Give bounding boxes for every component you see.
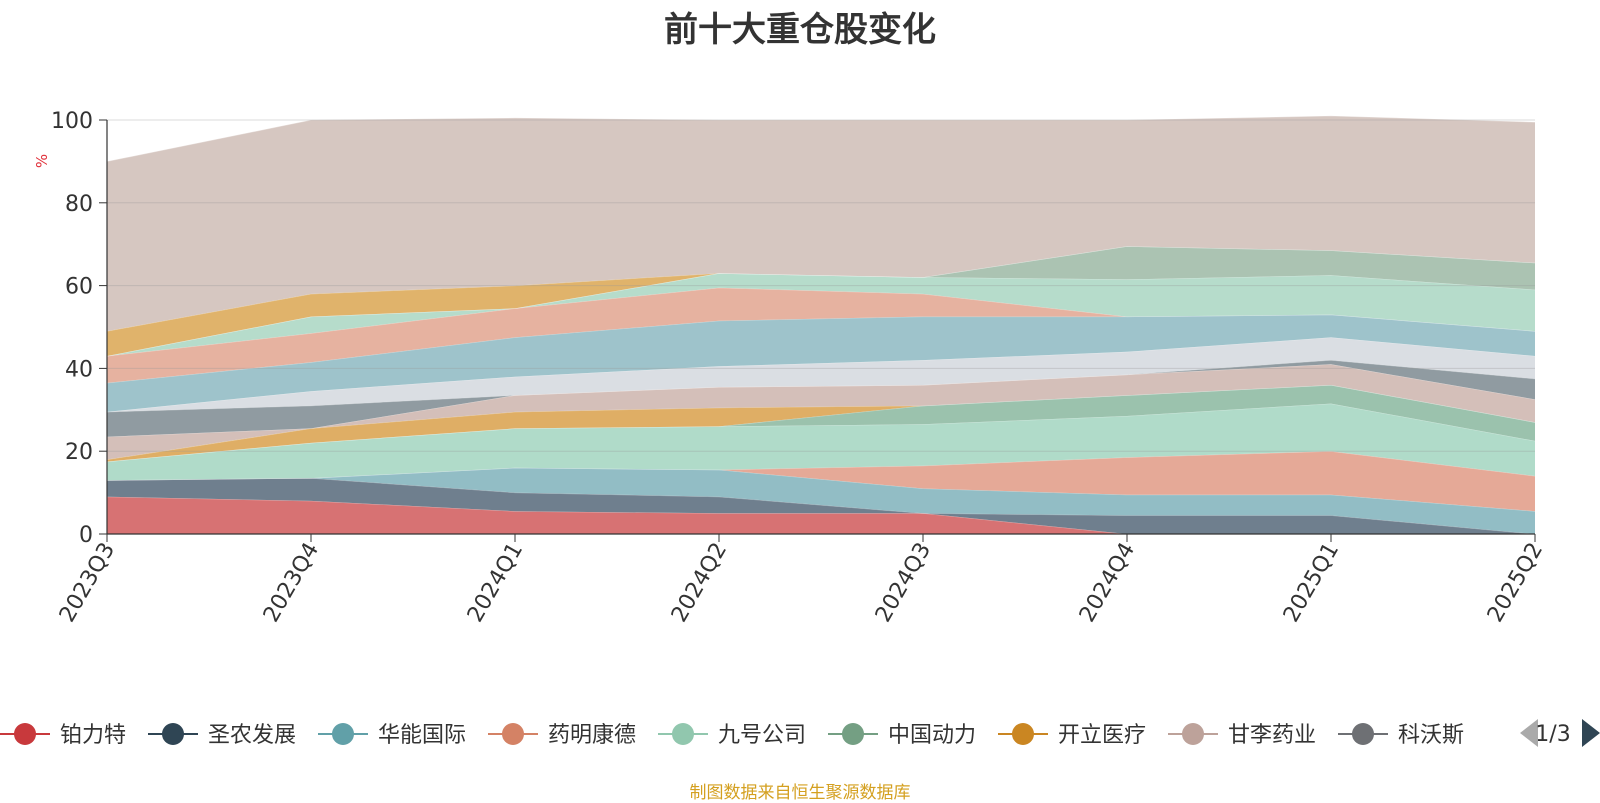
legend-item[interactable]: 圣农发展 xyxy=(148,723,296,748)
y-tick-label: 60 xyxy=(65,275,93,300)
source-note: 制图数据来自恒生聚源数据库 xyxy=(689,783,911,803)
x-tick-label: 2024Q3 xyxy=(871,539,936,627)
x-tick-label: 2023Q4 xyxy=(259,539,324,627)
legend-item[interactable]: 药明康德 xyxy=(488,723,636,748)
y-tick-label: 80 xyxy=(65,192,93,217)
area-series-6 xyxy=(107,385,1535,462)
area-series-5 xyxy=(107,385,1535,462)
legend-dot-icon xyxy=(1352,723,1374,745)
area-series-0 xyxy=(107,496,1535,534)
legend: 铂力特 圣农发展 华能国际 药明康德 九号公司 中国动力 开立医疗 甘李药业 科沃斯 xyxy=(0,723,1464,748)
area-series-4 xyxy=(107,403,1535,481)
legend-label: 圣农发展 xyxy=(208,723,296,748)
area-series-3 xyxy=(107,451,1535,512)
legend-label: 华能国际 xyxy=(378,723,466,748)
area-series-10 xyxy=(107,314,1535,412)
legend-item[interactable]: 九号公司 xyxy=(658,723,806,748)
chart-title: 前十大重仓股变化 xyxy=(664,10,936,50)
legend-item[interactable]: 铂力特 xyxy=(0,723,126,748)
area-series-12 xyxy=(107,273,1535,356)
legend-dot-icon xyxy=(502,723,524,745)
legend-dot-icon xyxy=(332,723,354,745)
y-tick-label: 100 xyxy=(51,109,93,134)
legend-item[interactable]: 科沃斯 xyxy=(1338,723,1464,748)
legend-prev-icon[interactable] xyxy=(1520,719,1538,747)
area-series-1 xyxy=(107,478,1535,534)
legend-label: 药明康德 xyxy=(548,723,636,748)
legend-item[interactable]: 华能国际 xyxy=(318,723,466,748)
area-series-11 xyxy=(107,287,1535,383)
legend-label: 甘李药业 xyxy=(1228,723,1316,748)
area-series-9 xyxy=(107,337,1535,412)
legend-pager: 1/3 xyxy=(1520,719,1600,747)
x-tick-label: 2025Q2 xyxy=(1483,539,1548,627)
y-axis-label: % xyxy=(33,154,51,168)
legend-dot-icon xyxy=(672,723,694,745)
area-series-14 xyxy=(107,246,1535,356)
legend-label: 中国动力 xyxy=(888,723,976,748)
legend-item[interactable]: 开立医疗 xyxy=(998,723,1146,748)
legend-dot-icon xyxy=(14,723,36,745)
x-tick-label: 2024Q1 xyxy=(463,539,528,627)
legend-label: 开立医疗 xyxy=(1058,723,1146,748)
area-series-8 xyxy=(107,360,1535,437)
x-tick-label: 2023Q3 xyxy=(55,539,120,627)
legend-next-icon[interactable] xyxy=(1582,719,1600,747)
legend-label: 九号公司 xyxy=(718,723,806,748)
legend-item[interactable]: 中国动力 xyxy=(828,723,976,748)
y-tick-label: 0 xyxy=(79,523,93,548)
y-tick-label: 20 xyxy=(65,440,93,465)
x-tick-label: 2025Q1 xyxy=(1279,539,1344,627)
area-series-2 xyxy=(107,467,1535,534)
area-edge-15 xyxy=(106,115,1536,162)
x-tick-label: 2024Q4 xyxy=(1075,539,1140,627)
legend-label: 铂力特 xyxy=(60,723,126,748)
legend-label: 科沃斯 xyxy=(1398,723,1464,748)
legend-item[interactable]: 甘李药业 xyxy=(1168,723,1316,748)
legend-page-indicator: 1/3 xyxy=(1535,722,1570,747)
stacked-areas xyxy=(106,115,1536,535)
y-tick-label: 40 xyxy=(65,357,93,382)
x-tick-label: 2024Q2 xyxy=(667,539,732,627)
area-series-13 xyxy=(107,246,1535,356)
legend-dot-icon xyxy=(842,723,864,745)
area-series-15 xyxy=(107,115,1535,332)
legend-dot-icon xyxy=(162,723,184,745)
grid-lines xyxy=(107,119,1535,452)
legend-dot-icon xyxy=(1182,723,1204,745)
legend-dot-icon xyxy=(1012,723,1034,745)
area-series-7 xyxy=(107,364,1535,460)
